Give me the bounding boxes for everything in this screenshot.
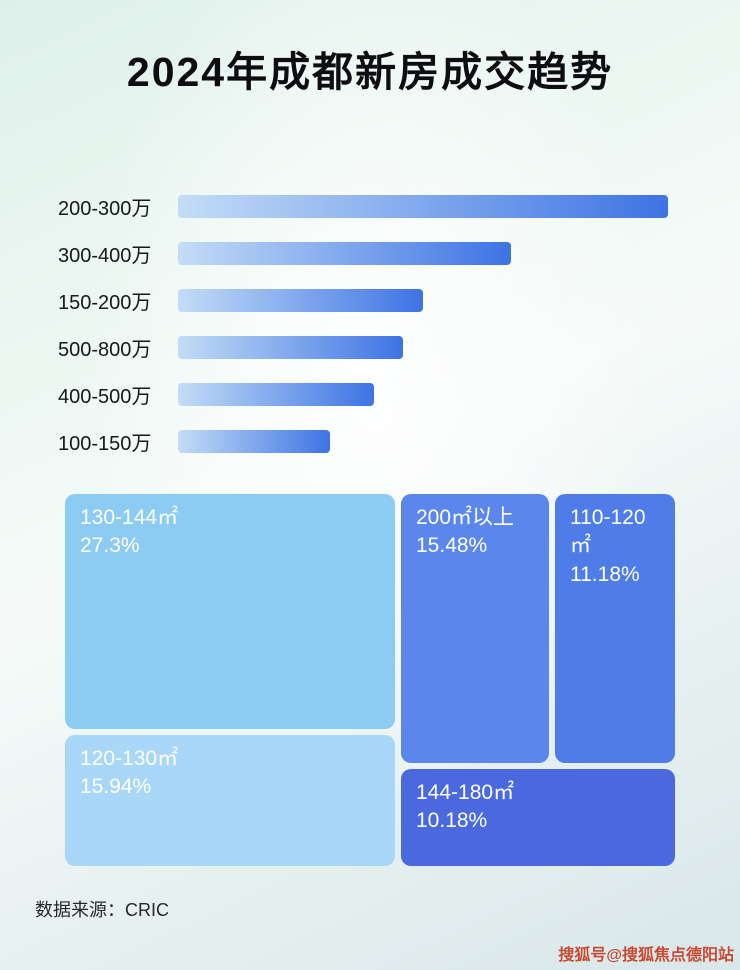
treemap-block-value: 10.18%: [416, 809, 488, 833]
treemap-block-label: 200㎡以上: [416, 506, 515, 529]
treemap-block: 200㎡以上 15.48%: [401, 494, 549, 763]
price-range-bar-chart: 200-300万 300-400万 150-200万 500-800万 400-…: [58, 183, 670, 465]
bar-track: [178, 289, 668, 312]
bar-row: 150-200万: [58, 277, 670, 324]
treemap-block: 144-180㎡ 10.18%: [401, 769, 675, 866]
bar-category-label: 200-300万: [58, 198, 152, 220]
treemap-block: 110-120㎡ 11.18%: [555, 494, 675, 763]
bar-row: 100-150万: [58, 418, 670, 465]
data-source-label: 数据来源：CRIC: [35, 900, 169, 920]
bar-row: 300-400万: [58, 230, 670, 277]
treemap-block-value: 15.94%: [80, 775, 152, 799]
bar: [178, 383, 374, 406]
treemap-block: 120-130㎡ 15.94%: [65, 735, 395, 866]
treemap-block-label: 144-180㎡: [416, 781, 515, 804]
bar-category-label: 300-400万: [58, 245, 152, 267]
page-title: 2024年成都新房成交趋势: [126, 49, 614, 95]
bar-category-label: 100-150万: [58, 433, 152, 455]
bar: [178, 430, 330, 453]
bar-row: 200-300万: [58, 183, 670, 230]
bar-track: [178, 242, 668, 265]
watermark-text: 搜狐号@搜狐焦点德阳站: [558, 947, 734, 964]
bar-track: [178, 383, 668, 406]
bar-track: [178, 430, 668, 453]
area-share-treemap: 130-144㎡ 27.3% 200㎡以上 15.48% 110-120㎡ 11…: [65, 494, 675, 866]
bar: [178, 242, 512, 265]
treemap-block-value: 11.18%: [570, 562, 640, 586]
treemap-block-label: 130-144㎡: [80, 506, 179, 529]
bar-row: 500-800万: [58, 324, 670, 371]
treemap-block-label: 120-130㎡: [80, 747, 179, 770]
bar-category-label: 400-500万: [58, 386, 152, 408]
treemap-block: 130-144㎡ 27.3%: [65, 494, 395, 729]
bar-track: [178, 336, 668, 359]
bar-category-label: 500-800万: [58, 339, 152, 361]
bar: [178, 289, 423, 312]
bar: [178, 195, 668, 218]
treemap-block-value: 15.48%: [416, 534, 488, 558]
bar-track: [178, 195, 668, 218]
treemap-block-value: 27.3%: [80, 534, 140, 558]
bar: [178, 336, 404, 359]
treemap-block-label: 110-120㎡: [570, 506, 646, 558]
bar-row: 400-500万: [58, 371, 670, 418]
bar-category-label: 150-200万: [58, 292, 152, 314]
